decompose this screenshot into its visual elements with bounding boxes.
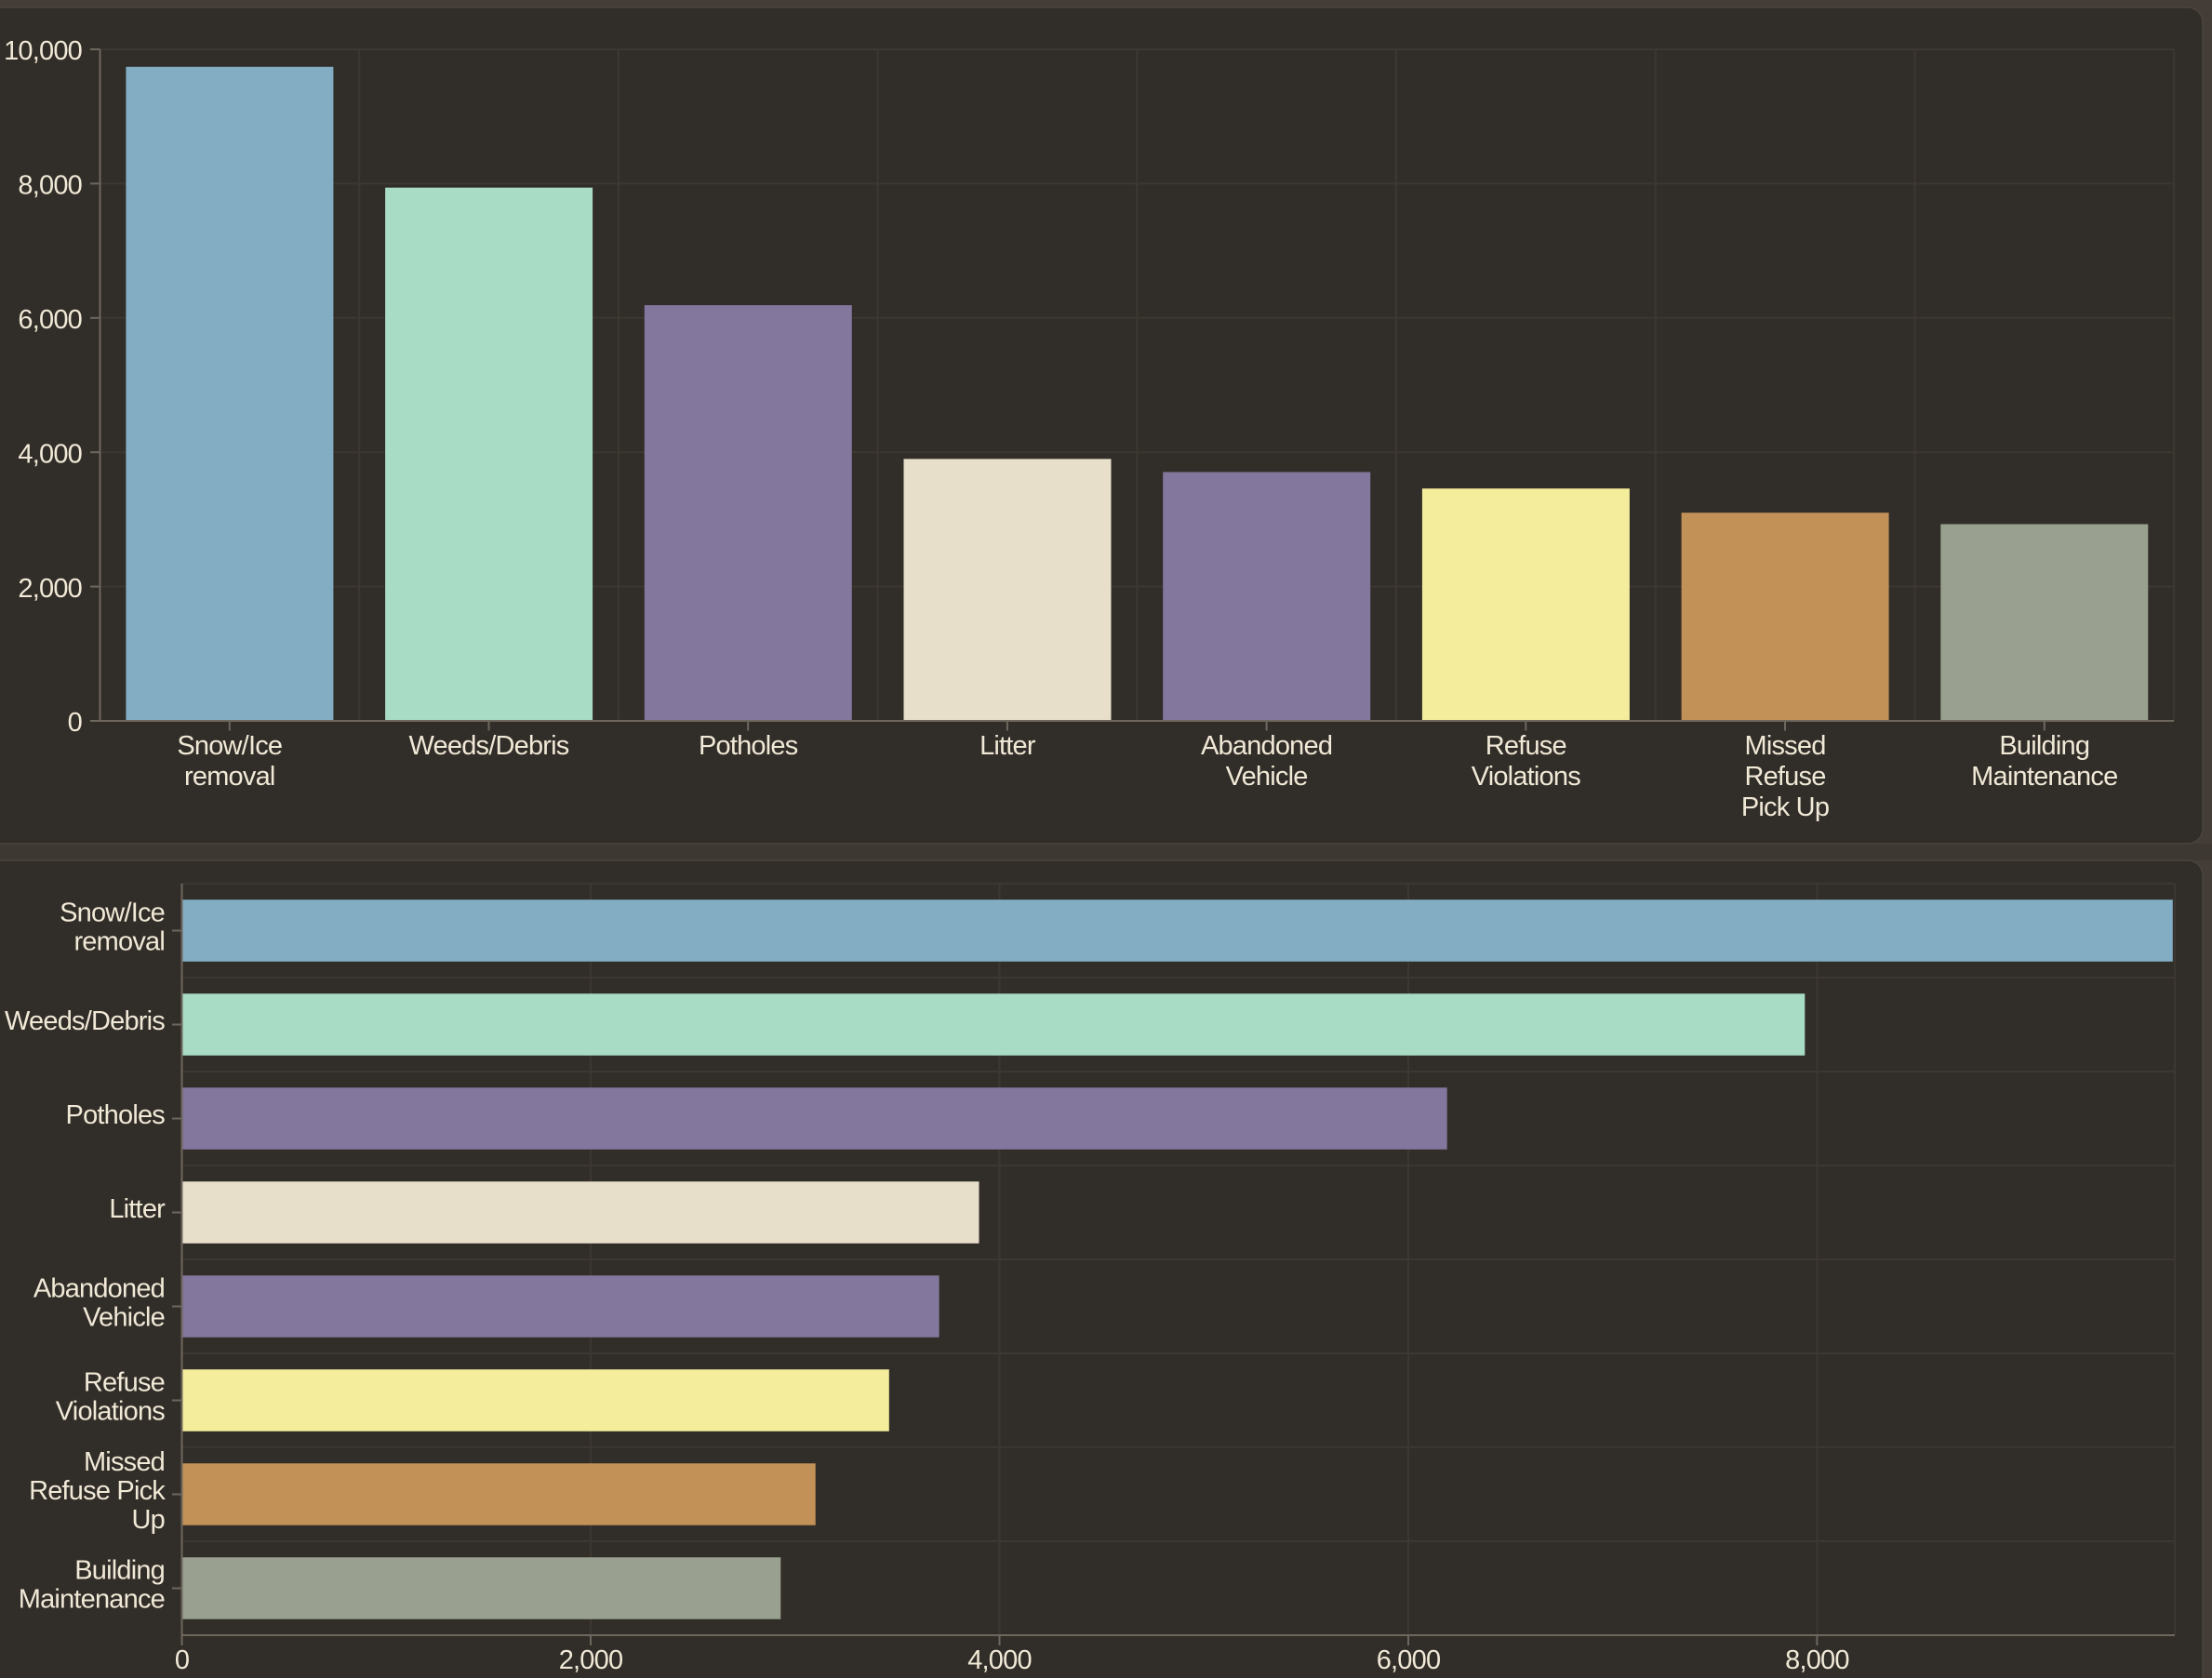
svg-text:Missed: Missed <box>84 1447 165 1477</box>
svg-text:Abandoned: Abandoned <box>33 1274 165 1304</box>
svg-text:Refuse Pick: Refuse Pick <box>29 1476 166 1506</box>
svg-text:Pick Up: Pick Up <box>1741 792 1829 822</box>
svg-text:8,000: 8,000 <box>1785 1645 1849 1675</box>
svg-text:removal: removal <box>184 762 275 792</box>
svg-text:4,000: 4,000 <box>18 439 82 469</box>
svg-text:Snow/Ice: Snow/Ice <box>177 731 282 761</box>
svg-text:Violations: Violations <box>56 1397 166 1427</box>
svg-text:Potholes: Potholes <box>66 1100 166 1130</box>
svg-text:Litter: Litter <box>109 1194 166 1224</box>
svg-text:Weeds/Debris: Weeds/Debris <box>5 1006 165 1036</box>
svg-text:Snow/Ice: Snow/Ice <box>60 899 165 928</box>
svg-text:removal: removal <box>73 927 165 957</box>
svg-text:0: 0 <box>68 708 82 738</box>
svg-text:Building: Building <box>74 1556 165 1586</box>
svg-text:2,000: 2,000 <box>559 1645 623 1675</box>
svg-text:Vehicle: Vehicle <box>83 1303 165 1333</box>
svg-text:6,000: 6,000 <box>1377 1645 1441 1675</box>
svg-text:4,000: 4,000 <box>967 1645 1032 1675</box>
svg-text:0: 0 <box>175 1645 189 1675</box>
svg-text:Potholes: Potholes <box>699 731 798 761</box>
svg-text:Maintenance: Maintenance <box>19 1585 165 1615</box>
svg-text:Missed: Missed <box>1744 731 1825 761</box>
svg-text:10,000: 10,000 <box>4 36 82 66</box>
svg-text:2,000: 2,000 <box>18 574 82 604</box>
svg-text:Refuse: Refuse <box>84 1368 165 1398</box>
svg-text:Maintenance: Maintenance <box>1971 762 2117 792</box>
svg-text:Refuse: Refuse <box>1744 762 1825 792</box>
svg-text:Up: Up <box>132 1505 165 1535</box>
svg-text:Weeds/Debris: Weeds/Debris <box>409 731 569 761</box>
svg-text:Refuse: Refuse <box>1486 731 1566 761</box>
svg-text:Litter: Litter <box>979 731 1036 761</box>
svg-text:8,000: 8,000 <box>18 171 82 201</box>
svg-text:Abandoned: Abandoned <box>1201 731 1332 761</box>
svg-text:Violations: Violations <box>1472 762 1581 792</box>
svg-text:6,000: 6,000 <box>18 305 82 335</box>
svg-text:Vehicle: Vehicle <box>1226 762 1308 792</box>
svg-text:Building: Building <box>1999 731 2089 761</box>
